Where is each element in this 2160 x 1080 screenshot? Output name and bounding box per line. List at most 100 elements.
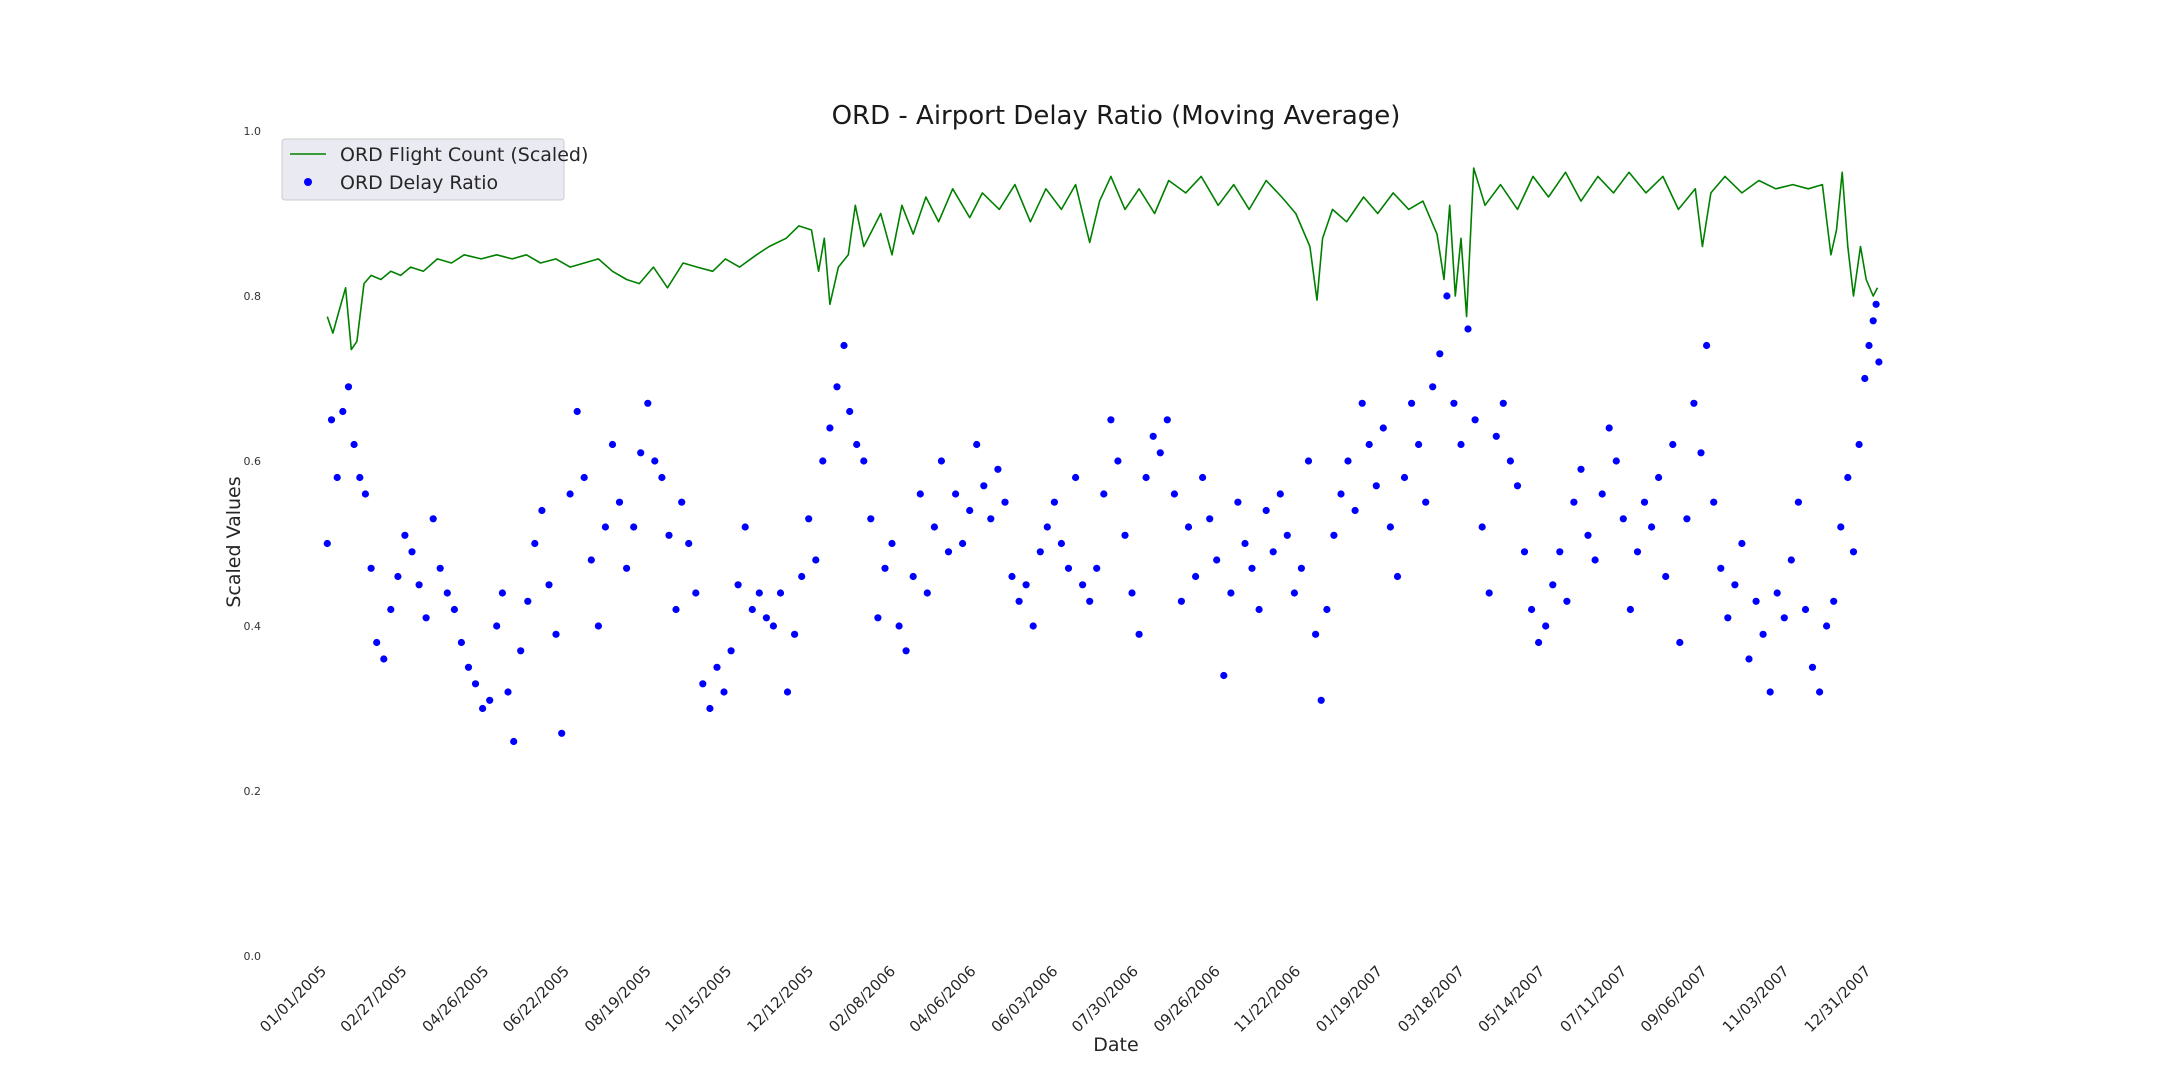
delay-ratio-point [923, 589, 931, 597]
delay-ratio-point [1422, 498, 1430, 506]
delay-ratio-point [846, 407, 854, 416]
delay-ratio-point [1234, 498, 1242, 506]
delay-ratio-point [1773, 589, 1781, 597]
delay-ratio-point [1703, 341, 1711, 350]
delay-ratio-point [1227, 589, 1235, 597]
delay-ratio-point [1276, 490, 1284, 498]
delay-ratio-point [1436, 350, 1444, 358]
delay-ratio-point [531, 539, 539, 548]
delay-ratio-point [1855, 440, 1863, 449]
delay-ratio-point [1128, 589, 1136, 597]
delay-ratio-point [429, 515, 437, 523]
delay-ratio-point [1142, 473, 1150, 482]
delay-ratio-point [1323, 605, 1331, 614]
delay-ratio-point [1093, 564, 1101, 572]
y-axis-ticks: 0.0 0.2 0.4 0.6 0.8 1.0 [244, 125, 262, 963]
delay-ratio-point [1808, 663, 1817, 671]
delay-ratio-point [860, 457, 868, 465]
legend-entry-delay-ratio: ORD Delay Ratio [340, 172, 498, 194]
delay-ratio-point [1528, 605, 1536, 614]
delay-ratio-point [408, 548, 416, 556]
delay-ratio-point [1485, 589, 1493, 597]
y-tick-label: 0.0 [244, 950, 262, 963]
delay-ratio-point [1780, 614, 1788, 622]
delay-ratio-point [387, 605, 395, 614]
delay-ratio-point [1801, 605, 1810, 614]
delay-ratio-point [1869, 317, 1877, 325]
delay-ratio-point [333, 473, 341, 482]
delay-ratio-point [1766, 688, 1774, 696]
delay-ratio-point [479, 704, 487, 713]
delay-ratio-point [1669, 440, 1677, 449]
delay-ratio-point [748, 605, 756, 614]
delay-ratio-point [741, 523, 749, 531]
delay-ratio-point [734, 581, 742, 589]
delay-ratio-point [994, 465, 1002, 473]
delay-ratio-point [1050, 498, 1058, 506]
delay-ratio-point [443, 589, 451, 597]
delay-ratio-point [566, 490, 574, 498]
delay-ratio-point [1710, 498, 1718, 506]
delay-ratio-point [1837, 523, 1845, 531]
delay-ratio-point [1206, 515, 1214, 523]
delay-ratio-point [930, 523, 939, 531]
delay-ratio-point [637, 449, 645, 457]
delay-ratio-point [713, 663, 721, 671]
delay-ratio-point [1121, 531, 1129, 539]
delay-ratio-point [1330, 531, 1338, 539]
delay-ratio-point [699, 680, 707, 688]
delay-ratio-point [615, 498, 624, 506]
delay-ratio-point [1619, 515, 1627, 523]
delay-ratio-point [1506, 457, 1514, 465]
delay-ratio-point [895, 622, 903, 630]
delay-ratio-point [812, 556, 820, 564]
delay-ratio-point [1100, 490, 1108, 498]
delay-ratio-point [1640, 498, 1649, 506]
delay-ratio-point [1823, 622, 1831, 630]
legend: ORD Flight Count (Scaled) ORD Delay Rati… [281, 138, 588, 201]
delay-ratio-point [805, 515, 813, 523]
delay-ratio-point [1683, 515, 1691, 523]
chart-title: ORD - Airport Delay Ratio (Moving Averag… [832, 101, 1401, 131]
delay-ratio-point [678, 498, 686, 506]
delay-ratio-point [706, 704, 714, 713]
delay-ratio-point [1861, 374, 1869, 383]
legend-entry-flight-count: ORD Flight Count (Scaled) [340, 144, 588, 166]
delay-ratio-point [538, 506, 546, 515]
delay-ratio-point [1408, 399, 1416, 407]
delay-ratio-point [344, 383, 353, 391]
delay-ratio-point [1731, 581, 1739, 589]
delay-ratio-point [1192, 572, 1200, 581]
delay-ratio-point [672, 605, 680, 614]
delay-ratio-point [1022, 581, 1030, 589]
delay-ratio-point [1043, 523, 1051, 531]
delay-ratio-point [1830, 597, 1838, 605]
delay-ratio-point [1745, 655, 1753, 663]
delay-ratio-point [881, 564, 889, 572]
delay-ratio-point [987, 515, 995, 523]
delay-ratio-point [1156, 449, 1164, 457]
delay-ratio-point [1875, 358, 1883, 366]
delay-ratio-point [510, 737, 518, 746]
delay-ratio-point [558, 729, 566, 737]
delay-ratio-point [1114, 457, 1122, 465]
delay-ratio-point [327, 416, 336, 424]
delay-ratio-point [1584, 531, 1592, 539]
delay-ratio-point [1170, 490, 1178, 498]
delay-ratio-point [580, 473, 588, 482]
delay-ratio-point [783, 688, 792, 696]
delay-ratio-point [1752, 597, 1760, 605]
delay-ratio-point [973, 440, 981, 449]
delay-ratio-point [486, 696, 494, 704]
y-tick-label: 0.8 [244, 290, 262, 303]
delay-ratio-point [1849, 548, 1858, 556]
delay-ratio-point [471, 680, 480, 688]
delay-ratio-point [727, 647, 735, 655]
delay-ratio-point [601, 523, 610, 531]
delay-ratio-point [1605, 424, 1613, 432]
delay-ratio-point [685, 539, 693, 548]
delay-ratio-point [916, 490, 924, 498]
delay-ratio-point [1633, 548, 1642, 556]
delay-ratio-point [651, 457, 659, 465]
